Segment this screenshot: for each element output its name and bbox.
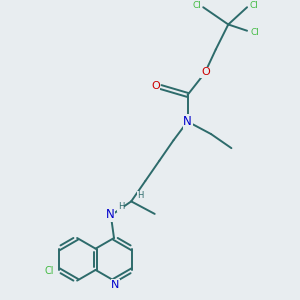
Text: N: N: [183, 115, 192, 128]
Text: Cl: Cl: [250, 28, 259, 37]
Text: H: H: [118, 202, 124, 211]
Text: O: O: [151, 82, 160, 92]
Text: H: H: [137, 191, 144, 200]
Text: N: N: [111, 280, 120, 290]
Text: O: O: [201, 68, 210, 77]
Text: Cl: Cl: [193, 1, 201, 10]
Text: Cl: Cl: [44, 266, 54, 276]
Text: Cl: Cl: [250, 1, 258, 10]
Text: N: N: [106, 208, 115, 221]
